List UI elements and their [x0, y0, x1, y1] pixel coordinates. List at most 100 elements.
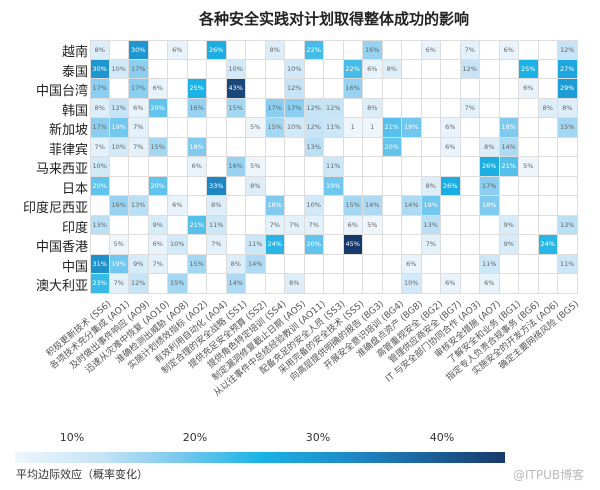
heatmap-cell	[324, 137, 344, 157]
heatmap-cell: 8%	[558, 98, 578, 118]
heatmap-cell	[538, 79, 558, 99]
row-label: 菲律宾	[48, 142, 88, 158]
heatmap-cell	[168, 59, 188, 79]
heatmap-cell	[207, 59, 227, 79]
heatmap-cell: 20%	[148, 98, 168, 118]
heatmap-cell: 13%	[304, 137, 324, 157]
heatmap-cell: 17%	[90, 118, 110, 138]
heatmap-cell	[324, 274, 344, 294]
heatmap-cell: 6%	[343, 215, 363, 235]
row-label: 中国台湾	[35, 84, 88, 99]
heatmap-cell	[499, 196, 519, 216]
heatmap-cell: 7%	[265, 215, 285, 235]
heatmap-cell	[382, 274, 402, 294]
heatmap-cell	[207, 118, 227, 138]
heatmap-cell	[460, 215, 480, 235]
heatmap-cell	[538, 254, 558, 274]
heatmap-cell	[558, 196, 578, 216]
heatmap-cell: 26%	[480, 157, 500, 177]
heatmap-cell	[382, 79, 402, 99]
heatmap-cell	[519, 254, 539, 274]
heatmap-cell	[421, 59, 441, 79]
heatmap-cell: 23%	[90, 274, 110, 294]
row-label: 韩国	[61, 103, 88, 119]
heatmap-cell: 14%	[226, 274, 246, 294]
color-scale-tick: 30%	[305, 431, 331, 444]
heatmap-cell: 17%	[285, 98, 305, 118]
heatmap-cell: 9%	[129, 254, 149, 274]
chart-title: 各种安全实践对计划取得整体成功的影响	[198, 10, 469, 28]
row-label: 泰国	[61, 64, 88, 80]
heatmap-cell: 15%	[265, 118, 285, 138]
heatmap-cell: 11%	[207, 215, 227, 235]
heatmap-cell	[207, 137, 227, 157]
heatmap-cell	[558, 137, 578, 157]
heatmap-cell: 5%	[363, 215, 383, 235]
heatmap-cell	[129, 215, 149, 235]
heatmap-cell	[129, 235, 149, 255]
heatmap-cell: 6%	[441, 118, 461, 138]
heatmap-cell	[363, 176, 383, 196]
heatmap-cell: 21%	[382, 118, 402, 138]
heatmap-cell	[441, 98, 461, 118]
heatmap-cell: 13%	[421, 215, 441, 235]
heatmap-cell: 6%	[187, 157, 207, 177]
heatmap-cell: 17%	[480, 176, 500, 196]
heatmap-cell	[460, 274, 480, 294]
heatmap-cell	[168, 176, 188, 196]
heatmap-cell	[558, 157, 578, 177]
heatmap-cell	[109, 215, 129, 235]
heatmap-cell	[187, 59, 207, 79]
heatmap-cell: 24%	[265, 235, 285, 255]
heatmap-cell	[382, 98, 402, 118]
heatmap-cell	[402, 235, 422, 255]
heatmap-cell	[538, 196, 558, 216]
heatmap-cell	[246, 40, 266, 60]
heatmap-cell	[148, 59, 168, 79]
heatmap-cell: 8%	[207, 196, 227, 216]
heatmap-cell	[207, 98, 227, 118]
heatmap-cell	[519, 215, 539, 235]
heatmap-cell: 43%	[226, 79, 246, 99]
heatmap-cell: 25%	[187, 79, 207, 99]
heatmap-cell: 12%	[129, 274, 149, 294]
heatmap-cell	[421, 157, 441, 177]
heatmap-cell: 12%	[558, 40, 578, 60]
heatmap-cell	[304, 274, 324, 294]
row-label: 日本	[61, 181, 88, 197]
heatmap-cell	[499, 274, 519, 294]
heatmap-cell	[519, 176, 539, 196]
heatmap-cell: 17%	[90, 79, 110, 99]
heatmap-cell: 7%	[207, 235, 227, 255]
heatmap-cell: 6%	[148, 79, 168, 99]
heatmap-cell	[441, 40, 461, 60]
heatmap-cell: 14%	[363, 196, 383, 216]
heatmap-cell	[460, 235, 480, 255]
heatmap-cell: 19%	[109, 254, 129, 274]
heatmap-cell: 6%	[499, 40, 519, 60]
heatmap-cell	[168, 254, 188, 274]
heatmap-cell: 6%	[168, 196, 188, 216]
heatmap-cell	[402, 59, 422, 79]
heatmap-cell	[363, 254, 383, 274]
heatmap-cell	[519, 40, 539, 60]
row-label: 澳大利亚	[35, 279, 88, 294]
heatmap-cell: 12%	[304, 118, 324, 138]
heatmap-cell: 22%	[304, 40, 324, 60]
heatmap-cell	[460, 137, 480, 157]
heatmap-cell	[324, 59, 344, 79]
heatmap-cell	[402, 215, 422, 235]
heatmap-cell: 12%	[285, 79, 305, 99]
heatmap-cell	[480, 235, 500, 255]
heatmap-cell: 19%	[324, 176, 344, 196]
heatmap-cell	[538, 137, 558, 157]
heatmap-cell	[402, 176, 422, 196]
heatmap-cell	[90, 196, 110, 216]
heatmap-cell: 30%	[90, 59, 110, 79]
heatmap-cell: 6%	[402, 254, 422, 274]
heatmap-cell	[363, 274, 383, 294]
heatmap-cell: 7%	[129, 137, 149, 157]
heatmap-cell	[402, 137, 422, 157]
heatmap-cell	[441, 157, 461, 177]
heatmap-cell	[499, 254, 519, 274]
